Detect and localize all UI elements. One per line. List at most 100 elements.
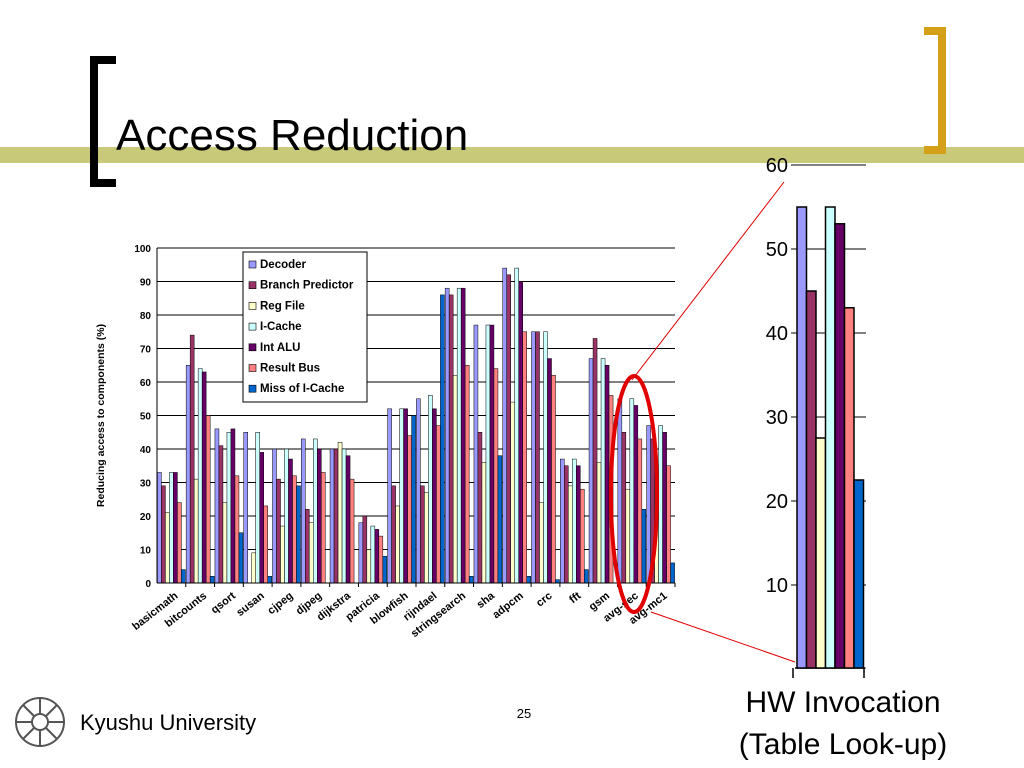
bar — [592, 338, 598, 584]
bar — [568, 485, 573, 584]
zoom-y-tick-label: 10 — [766, 575, 788, 597]
bar — [543, 331, 548, 584]
bar — [214, 428, 220, 584]
bar — [309, 522, 314, 584]
bar — [349, 478, 355, 584]
y-tick-label: 70 — [140, 345, 152, 356]
bar — [157, 472, 162, 584]
bar — [436, 425, 441, 584]
university-name: Kyushu University — [80, 710, 256, 735]
bar — [670, 562, 675, 584]
zoom-line-top — [631, 181, 785, 381]
zoom-chart: 10 20 30 40 50 60 — [766, 155, 866, 678]
bar — [280, 525, 285, 584]
bar — [440, 294, 445, 584]
main-y-ticks: 0 10 20 30 40 50 60 70 80 90 100 — [134, 244, 151, 590]
bar — [497, 455, 503, 584]
legend-swatch — [248, 302, 257, 310]
bar — [181, 569, 186, 584]
bar — [165, 512, 170, 584]
bar — [473, 324, 479, 584]
bar — [646, 425, 651, 584]
legend-swatch — [248, 343, 257, 352]
bar — [510, 401, 515, 584]
category-label: fft — [567, 590, 583, 606]
left-bracket — [90, 56, 116, 187]
bar — [551, 375, 556, 584]
bar — [460, 287, 466, 584]
bar — [288, 458, 293, 584]
bar — [452, 375, 458, 584]
bar — [301, 438, 306, 584]
bar — [374, 529, 380, 584]
bar — [617, 398, 623, 584]
bar — [370, 525, 376, 584]
zoom-y-tick-label: 40 — [766, 323, 788, 345]
university-logo-icon — [15, 697, 65, 747]
zoom-bar — [834, 223, 846, 669]
legend-swatch — [248, 322, 257, 331]
legend-label: Result Bus — [260, 363, 320, 375]
bar — [489, 324, 495, 584]
bar — [658, 425, 663, 584]
main-chart: Reducing access to components (%) 0 10 20 3… — [95, 244, 676, 640]
bar — [337, 442, 343, 584]
bar — [526, 576, 531, 584]
bar — [255, 432, 260, 584]
category-label: cjpeg — [266, 590, 296, 617]
bar — [185, 365, 191, 584]
bar — [197, 368, 203, 584]
bar — [296, 485, 301, 584]
y-tick-label: 90 — [140, 278, 152, 289]
bar — [205, 415, 211, 584]
zoom-bar — [843, 307, 855, 669]
bar — [502, 267, 507, 584]
legend-label: Int ALU — [260, 342, 300, 354]
zoom-y-ticks: 10 20 30 40 50 60 — [766, 155, 788, 597]
bar — [387, 408, 392, 584]
zoom-line-bottom — [650, 611, 796, 663]
y-tick-label: 60 — [140, 378, 152, 389]
bar — [169, 472, 174, 584]
y-tick-label: 80 — [140, 311, 152, 322]
bar — [272, 448, 277, 584]
bar — [276, 478, 281, 584]
legend-swatch — [248, 281, 257, 290]
bar — [345, 455, 351, 584]
y-tick-label: 10 — [140, 546, 152, 557]
bar — [238, 532, 244, 584]
bar — [576, 465, 581, 584]
category-label: susan — [234, 590, 267, 619]
page-number: 25 — [517, 706, 531, 721]
bar — [411, 415, 416, 584]
bar — [555, 579, 560, 584]
bar — [641, 509, 647, 584]
bar — [531, 331, 536, 584]
y-tick-label: 50 — [140, 412, 152, 423]
bar — [218, 445, 224, 584]
bar — [416, 398, 421, 584]
bar — [263, 505, 268, 584]
right-bracket — [924, 27, 946, 154]
bar — [564, 465, 569, 584]
legend-label: Decoder — [260, 259, 307, 271]
bar — [177, 502, 182, 584]
bar — [362, 515, 368, 584]
bar — [493, 368, 499, 584]
bar — [481, 462, 487, 584]
bar — [284, 448, 289, 584]
zoom-y-tick-label: 30 — [766, 407, 788, 429]
bar — [518, 281, 523, 584]
main-bars — [157, 267, 675, 584]
legend: Decoder Branch Predictor Reg File I-Cache In… — [242, 251, 368, 403]
bar — [251, 552, 256, 584]
bar — [621, 432, 627, 584]
bar — [572, 458, 577, 584]
bar — [604, 365, 610, 584]
bar — [456, 287, 462, 584]
bar — [535, 331, 540, 584]
bar — [464, 365, 470, 584]
bar — [424, 492, 429, 584]
zoom-bar — [805, 290, 817, 669]
bar — [407, 435, 412, 584]
